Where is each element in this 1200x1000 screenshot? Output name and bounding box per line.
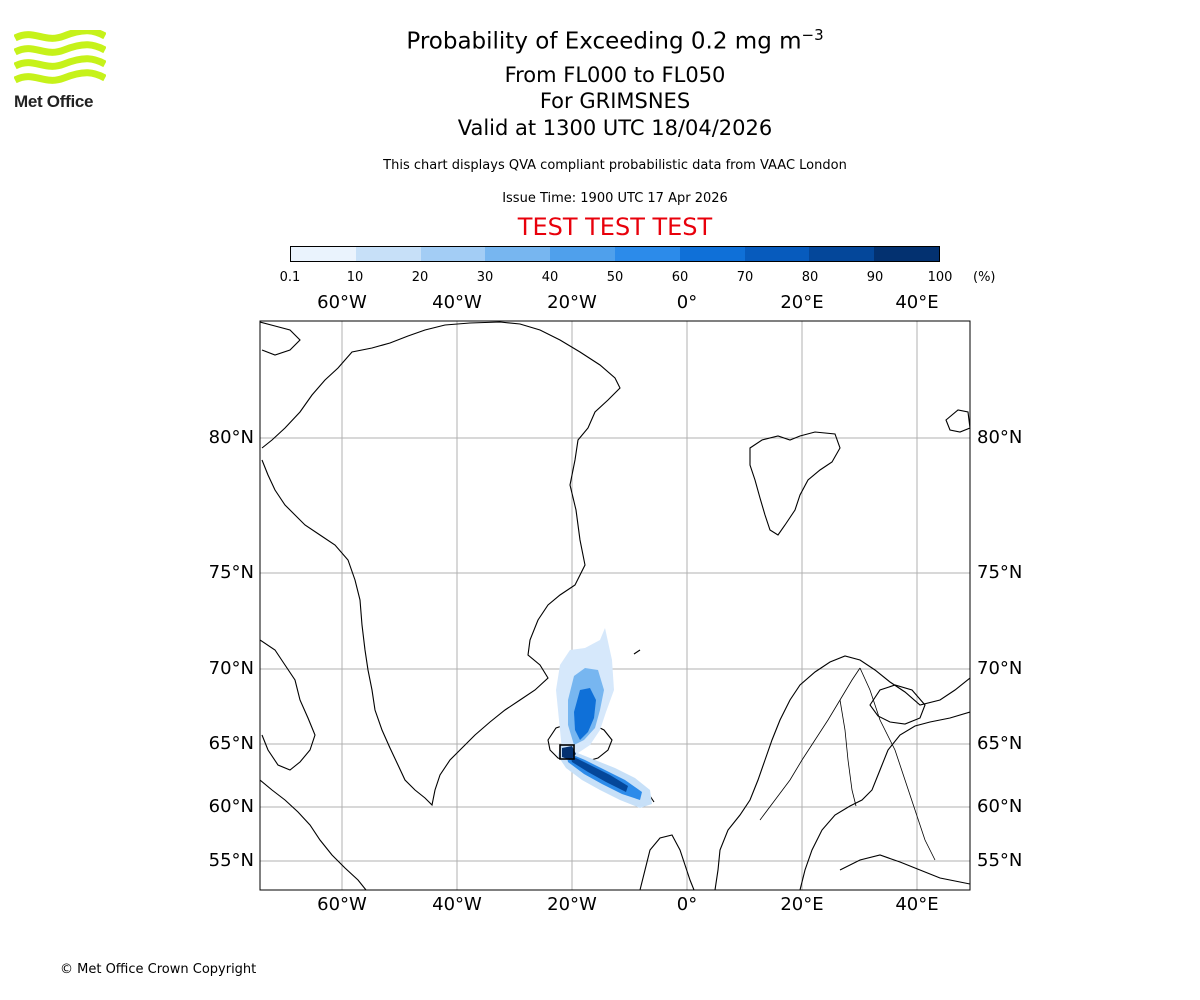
colorbar-segment: [420, 247, 486, 261]
colorbar-segment: [874, 247, 939, 261]
longitude-label: 20°W: [547, 894, 597, 915]
volcano-marker: [559, 744, 575, 760]
latitude-label: 55°N: [977, 850, 1023, 871]
colorbar-segment: [679, 247, 745, 261]
ash-plume-source: [562, 746, 576, 760]
longitude-label: 0°: [676, 894, 698, 915]
latitude-label: 55°N: [208, 850, 254, 871]
colorbar-tick-label: 90: [866, 270, 884, 285]
coastline-finland-gulf: [839, 854, 970, 885]
longitude-label: 40°E: [895, 894, 939, 915]
longitude-label: 40°W: [432, 292, 482, 313]
coastline-baltic: [799, 711, 970, 890]
met-office-logo-text: Met Office: [14, 92, 94, 111]
latitude-label: 80°N: [977, 427, 1023, 448]
map-grid: [260, 321, 970, 890]
coastline-svalbard: [749, 431, 841, 536]
chart-subtitle: This chart displays QVA compliant probab…: [383, 158, 847, 173]
latitude-label: 65°N: [208, 733, 254, 754]
colorbar-tick-label: 60: [671, 270, 689, 285]
latitude-label: 75°N: [208, 562, 254, 583]
map-frame: [259, 320, 971, 891]
colorbar-segment: [355, 247, 421, 261]
longitude-label: 20°E: [780, 894, 824, 915]
met-office-logo: [13, 27, 114, 112]
latitude-label: 70°N: [977, 658, 1023, 679]
border-finland-russia: [859, 667, 936, 861]
colorbar-tick-label: 100: [927, 270, 953, 285]
borders: [759, 667, 936, 861]
chart-title: Probability of Exceeding 0.2 mg m−3: [406, 26, 824, 55]
colorbar-tick-label: 20: [411, 270, 429, 285]
valid-time: Valid at 1300 UTC 18/04/2026: [457, 116, 773, 140]
flight-level-range: From FL000 to FL050: [504, 63, 726, 87]
colorbar-segment: [291, 247, 356, 261]
ash-plume-north-dark: [574, 688, 596, 740]
longitude-label: 40°W: [432, 894, 482, 915]
colorbar-tick-label: 0.1: [279, 270, 301, 285]
colorbar-tick-label: 80: [801, 270, 819, 285]
coastline-norway: [714, 655, 970, 890]
coastline-canada-north: [260, 321, 301, 356]
colorbar-unit: (%): [973, 270, 996, 285]
border-norway-sweden: [759, 667, 861, 821]
coastline-franz-josef: [945, 409, 970, 433]
latitude-label: 65°N: [977, 733, 1023, 754]
latitude-label: 80°N: [208, 427, 254, 448]
colorbar-segment: [614, 247, 680, 261]
test-banner: TEST TEST TEST: [517, 213, 713, 241]
latitude-label: 70°N: [208, 658, 254, 679]
coastlines: [260, 321, 970, 890]
longitude-label: 40°E: [895, 292, 939, 313]
colorbar: [290, 246, 940, 262]
latitude-label: 75°N: [977, 562, 1023, 583]
ash-plume-southeast-dark: [570, 755, 628, 792]
colorbar-segment: [550, 247, 615, 261]
met-office-logo-icon: [13, 27, 107, 84]
colorbar-segment: [809, 247, 875, 261]
volcano-name: For GRIMSNES: [539, 89, 691, 113]
coastline-kola: [869, 684, 926, 725]
longitude-label: 20°E: [780, 292, 824, 313]
ash-plume: [556, 628, 652, 808]
longitude-label: 0°: [676, 292, 698, 313]
colorbar-tick-label: 70: [736, 270, 754, 285]
coastline-jan-mayen: [633, 649, 641, 655]
latitude-label: 60°N: [977, 796, 1023, 817]
colorbar-tick-label: 30: [476, 270, 494, 285]
coastline-baffin: [260, 639, 316, 771]
coastline-greenland: [261, 321, 621, 807]
coastline-scotland: [639, 834, 695, 890]
colorbar-segment: [744, 247, 810, 261]
longitude-label: 60°W: [317, 894, 367, 915]
coastline-labrador: [260, 779, 367, 890]
colorbar-tick-label: 50: [606, 270, 624, 285]
longitude-label: 60°W: [317, 292, 367, 313]
colorbar-tick-label: 40: [541, 270, 559, 285]
border-sweden-finland: [839, 699, 857, 807]
colorbar-tick-label: 10: [346, 270, 364, 285]
issue-time: Issue Time: 1900 UTC 17 Apr 2026: [502, 191, 728, 206]
copyright: © Met Office Crown Copyright: [60, 962, 257, 977]
latitude-label: 60°N: [208, 796, 254, 817]
colorbar-segment: [485, 247, 551, 261]
longitude-label: 20°W: [547, 292, 597, 313]
